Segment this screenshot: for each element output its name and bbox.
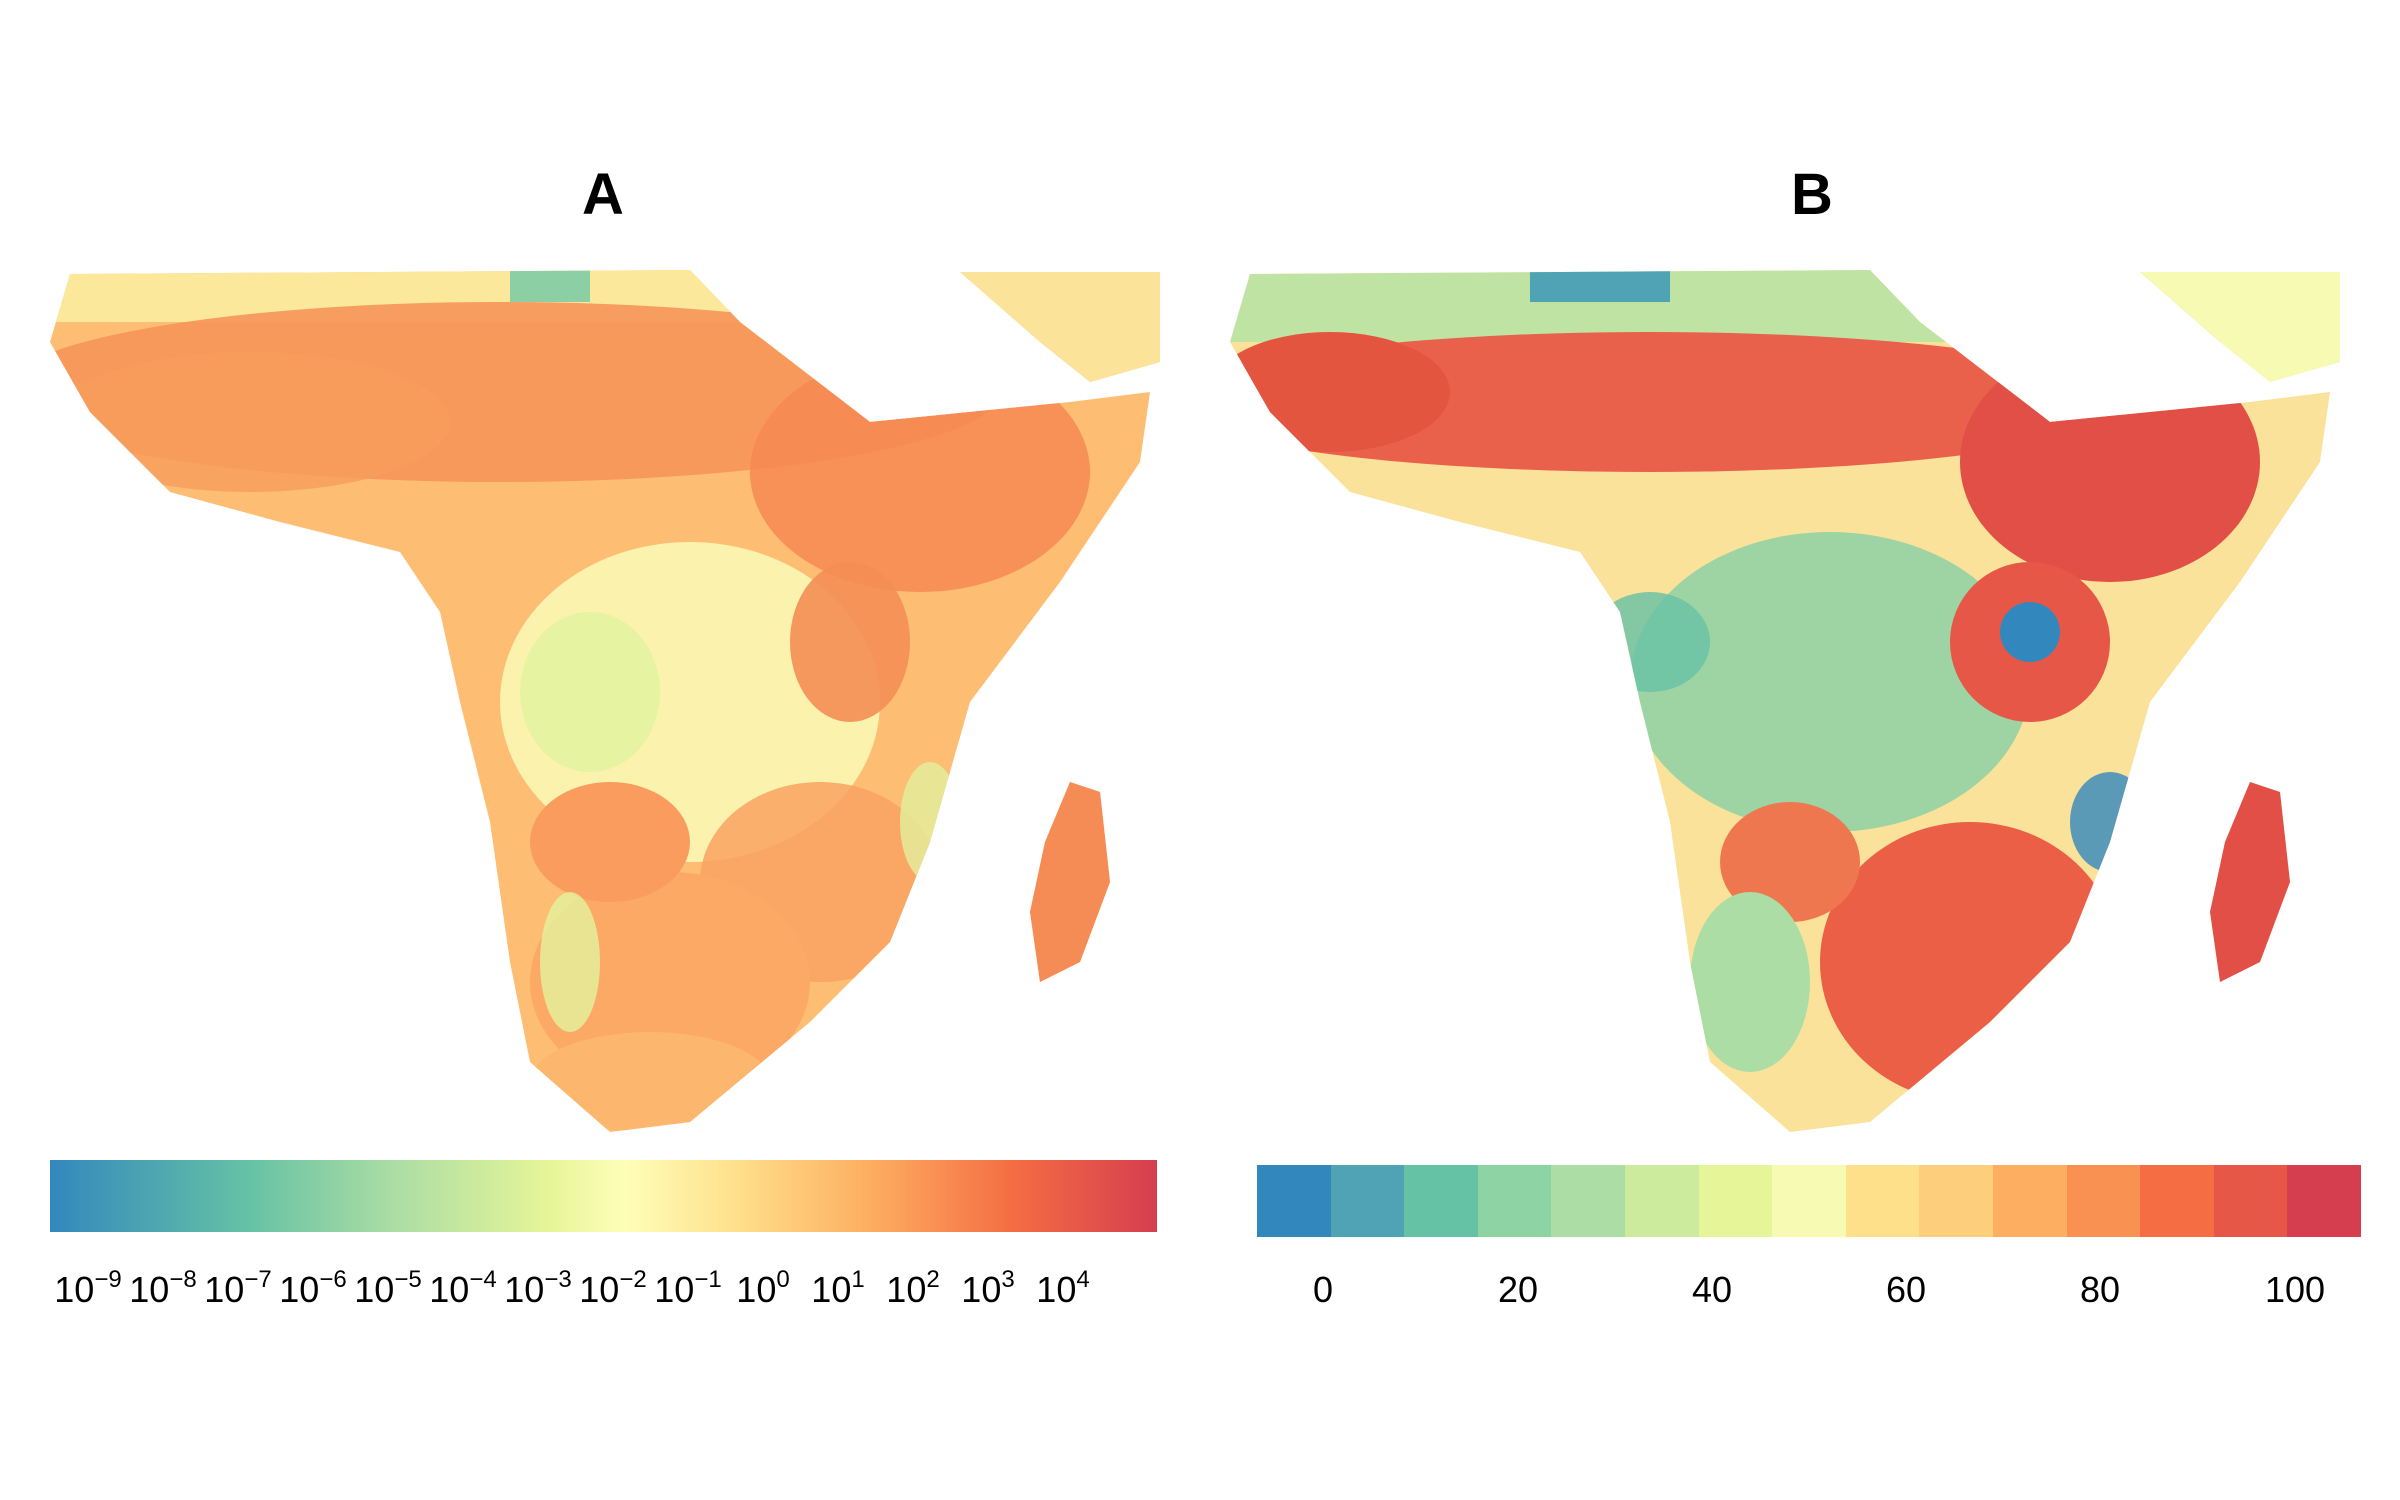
colorbar-b-bin (1404, 1165, 1478, 1237)
tick-a: 103 (961, 1268, 1014, 1312)
tick-b: 0 (1313, 1268, 1333, 1312)
colorbar-b-bin (1478, 1165, 1552, 1237)
colorbar-b-bin (1699, 1165, 1773, 1237)
tick-b: 100 (2265, 1268, 2325, 1312)
colorbar-b-bin (1625, 1165, 1699, 1237)
colorbar-a (50, 1160, 1157, 1232)
tick-b: 20 (1498, 1268, 1538, 1312)
colorbar-b (1257, 1165, 2361, 1237)
tick-a: 10−7 (204, 1268, 271, 1312)
tick-a: 10−1 (654, 1268, 721, 1312)
tick-a: 101 (811, 1268, 864, 1312)
map-b-africa (1230, 262, 2340, 1142)
map-a-africa (50, 262, 1160, 1142)
tick-a: 10−6 (279, 1268, 346, 1312)
colorbar-b-bin (1331, 1165, 1405, 1237)
tick-a: 10−9 (54, 1268, 121, 1312)
colorbar-b-bin (1257, 1165, 1331, 1237)
tick-a: 10−8 (129, 1268, 196, 1312)
tick-b: 40 (1692, 1268, 1732, 1312)
panel-b: B (1200, 0, 2400, 1500)
colorbar-b-bin (1846, 1165, 1920, 1237)
colorbar-b-bin (1993, 1165, 2067, 1237)
tick-a: 10−5 (354, 1268, 421, 1312)
tick-a: 10−3 (504, 1268, 571, 1312)
tick-a: 104 (1036, 1268, 1089, 1312)
tick-a: 10−4 (429, 1268, 496, 1312)
tick-b: 60 (1886, 1268, 1926, 1312)
colorbar-b-bin (2214, 1165, 2288, 1237)
tick-a: 102 (886, 1268, 939, 1312)
colorbar-b-bin (2287, 1165, 2361, 1237)
tick-b: 80 (2080, 1268, 2120, 1312)
panel-a: A 10−9 (0, 0, 1200, 1500)
colorbar-b-bin (2067, 1165, 2141, 1237)
colorbar-b-bin (1919, 1165, 1993, 1237)
colorbar-b-bin (1551, 1165, 1625, 1237)
tick-a: 10−2 (579, 1268, 646, 1312)
colorbar-b-bin (2140, 1165, 2214, 1237)
tick-a: 100 (736, 1268, 789, 1312)
colorbar-b-bin (1772, 1165, 1846, 1237)
